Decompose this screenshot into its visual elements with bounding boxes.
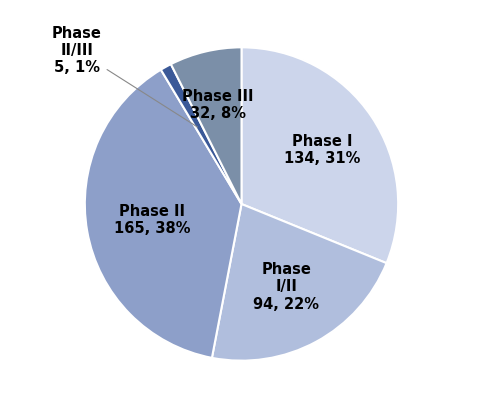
Text: Phase I
134, 31%: Phase I 134, 31% [284,133,360,166]
Wedge shape [171,47,242,204]
Text: Phase
I/II
94, 22%: Phase I/II 94, 22% [253,262,319,312]
Text: Phase III
32, 8%: Phase III 32, 8% [182,89,254,121]
Wedge shape [161,64,242,204]
Text: Phase
II/III
5, 1%: Phase II/III 5, 1% [52,26,198,127]
Text: Phase II
165, 38%: Phase II 165, 38% [114,204,190,236]
Wedge shape [85,70,242,358]
Wedge shape [212,204,386,361]
Wedge shape [242,47,398,263]
